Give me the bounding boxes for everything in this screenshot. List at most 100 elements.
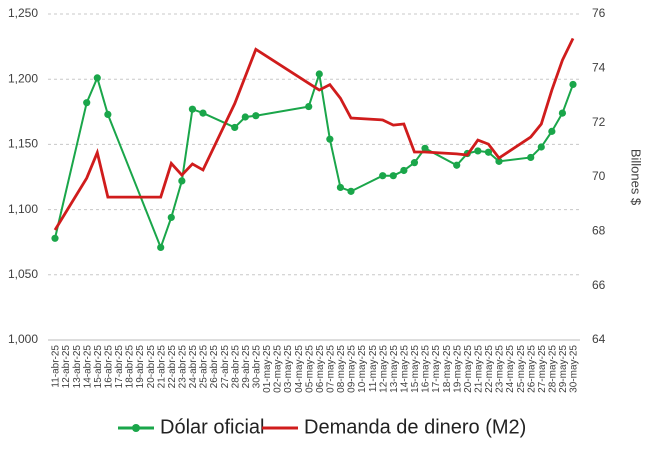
point xyxy=(199,109,207,117)
x-tick-label: 06-may-25 xyxy=(315,345,326,393)
y-tick-label: 1,150 xyxy=(8,137,38,151)
x-tick-label: 15-abr-25 xyxy=(93,345,104,389)
x-tick-label: 04-may-25 xyxy=(294,345,305,393)
point xyxy=(527,153,535,162)
point xyxy=(83,99,91,107)
point xyxy=(389,172,397,180)
x-tick-label: 23-may-25 xyxy=(495,345,506,393)
x-tick-label: 17-abr-25 xyxy=(114,345,125,389)
point xyxy=(537,143,545,151)
x-tick-label: 11-may-25 xyxy=(368,345,379,392)
y-tick-label: 1,000 xyxy=(8,332,38,346)
x-tick-label: 20-abr-25 xyxy=(146,345,157,389)
point xyxy=(178,177,186,185)
x-tick-label: 09-may-25 xyxy=(347,345,358,393)
x-tick-label: 13-abr-25 xyxy=(72,345,83,389)
x-tick-label: 24-abr-25 xyxy=(188,345,199,389)
x-tick-label: 21-abr-25 xyxy=(156,345,167,389)
y2-tick-label: 68 xyxy=(592,224,606,238)
x-tick-label: 27-abr-25 xyxy=(220,345,231,389)
point xyxy=(558,109,567,117)
x-tick-label: 12-may-25 xyxy=(378,345,389,393)
point xyxy=(93,74,101,82)
y2-axis-label: Billones $ xyxy=(629,149,644,206)
point xyxy=(231,123,239,132)
x-tick-label: 10-may-25 xyxy=(357,345,368,393)
point xyxy=(51,234,59,242)
x-tick-label: 08-may-25 xyxy=(336,345,347,393)
y2-tick-label: 72 xyxy=(592,115,606,129)
point xyxy=(241,113,249,121)
point xyxy=(252,112,260,120)
x-tick-label: 20-may-25 xyxy=(463,345,474,393)
x-tick-label: 23-abr-25 xyxy=(177,345,188,389)
x-tick-label: 16-may-25 xyxy=(421,345,432,393)
x-tick-label: 19-may-25 xyxy=(452,345,463,393)
x-tick-label: 18-abr-25 xyxy=(125,345,136,389)
point xyxy=(347,187,355,195)
point xyxy=(495,157,503,165)
y2-tick-label: 76 xyxy=(592,6,606,20)
x-tick-label: 13-may-25 xyxy=(389,345,400,393)
point xyxy=(474,147,482,155)
point xyxy=(400,166,408,175)
legend-marker xyxy=(132,424,140,432)
point xyxy=(326,135,334,143)
point xyxy=(336,183,345,192)
x-tick-label: 27-may-25 xyxy=(537,345,548,393)
point xyxy=(188,105,197,113)
point xyxy=(167,213,175,222)
x-tick-label: 25-abr-25 xyxy=(199,345,210,389)
y2-tick-label: 66 xyxy=(592,278,606,292)
point xyxy=(157,243,165,252)
x-tick-label: 14-may-25 xyxy=(399,345,410,393)
x-tick-label: 30-abr-25 xyxy=(251,345,262,389)
y2-tick-label: 64 xyxy=(592,332,606,346)
y-tick-label: 1,200 xyxy=(8,71,38,85)
y-tick-label: 1,100 xyxy=(8,202,38,216)
legend-label: Dólar oficial xyxy=(160,416,264,438)
x-tick-label: 02-may-25 xyxy=(273,345,284,393)
x-tick-label: 16-abr-25 xyxy=(103,345,114,389)
point xyxy=(548,127,556,135)
x-tick-label: 24-may-25 xyxy=(505,345,516,393)
point xyxy=(305,102,313,111)
x-tick-label: 21-may-25 xyxy=(473,345,484,393)
x-tick-label: 26-may-25 xyxy=(526,345,537,393)
y2-tick-label: 70 xyxy=(592,169,606,183)
point xyxy=(315,70,323,78)
x-tick-label: 12-abr-25 xyxy=(61,345,72,389)
series-line xyxy=(53,37,575,231)
x-tick-label: 28-may-25 xyxy=(547,345,558,393)
x-tick-label: 17-may-25 xyxy=(431,345,442,393)
series-line xyxy=(54,73,574,251)
y-tick-label: 1,050 xyxy=(8,267,38,281)
y2-tick-label: 74 xyxy=(592,61,606,75)
x-tick-label: 18-may-25 xyxy=(442,345,453,393)
point xyxy=(569,80,577,89)
point xyxy=(104,110,112,119)
point xyxy=(484,148,493,156)
x-tick-label: 15-may-25 xyxy=(410,345,421,393)
point xyxy=(421,144,429,152)
point xyxy=(379,172,387,180)
x-tick-label: 30-may-25 xyxy=(569,345,580,393)
x-tick-label: 14-abr-25 xyxy=(82,345,93,389)
x-tick-label: 05-may-25 xyxy=(304,345,315,393)
point xyxy=(410,159,419,167)
x-tick-label: 25-may-25 xyxy=(516,345,527,393)
x-tick-label: 19-abr-25 xyxy=(135,345,146,389)
x-tick-label: 22-may-25 xyxy=(484,345,495,393)
x-tick-label: 28-abr-25 xyxy=(230,345,241,389)
x-tick-label: 03-may-25 xyxy=(283,345,294,393)
point xyxy=(453,161,461,169)
x-tick-label: 07-may-25 xyxy=(325,345,336,393)
legend-label: Demanda de dinero (M2) xyxy=(304,416,526,438)
x-tick-label: 26-abr-25 xyxy=(209,345,220,389)
x-tick-label: 29-may-25 xyxy=(558,345,569,393)
x-tick-label: 29-abr-25 xyxy=(241,345,252,389)
x-tick-label: 01-may-25 xyxy=(262,345,273,393)
x-tick-label: 22-abr-25 xyxy=(167,345,178,389)
y-tick-label: 1,250 xyxy=(8,6,38,20)
